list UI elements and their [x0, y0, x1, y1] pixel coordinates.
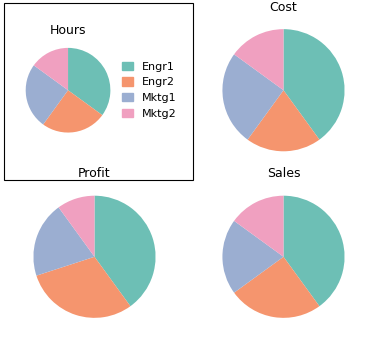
Legend: Engr1, Engr2, Mktg1, Mktg2: Engr1, Engr2, Mktg1, Mktg2	[119, 58, 180, 122]
Wedge shape	[284, 29, 345, 139]
Title: Hours: Hours	[50, 24, 86, 37]
Wedge shape	[234, 29, 284, 90]
Wedge shape	[43, 90, 102, 133]
Wedge shape	[234, 196, 284, 257]
Wedge shape	[234, 257, 319, 318]
Wedge shape	[248, 90, 319, 151]
Wedge shape	[68, 48, 110, 115]
Wedge shape	[94, 196, 156, 306]
Title: Cost: Cost	[270, 1, 297, 14]
Wedge shape	[284, 196, 345, 306]
Title: Profit: Profit	[78, 168, 111, 180]
Wedge shape	[34, 48, 68, 90]
Title: Sales: Sales	[267, 168, 300, 180]
Wedge shape	[33, 208, 94, 276]
Wedge shape	[222, 221, 284, 293]
Wedge shape	[59, 196, 94, 257]
Wedge shape	[26, 65, 68, 125]
Wedge shape	[36, 257, 130, 318]
Wedge shape	[222, 54, 284, 139]
